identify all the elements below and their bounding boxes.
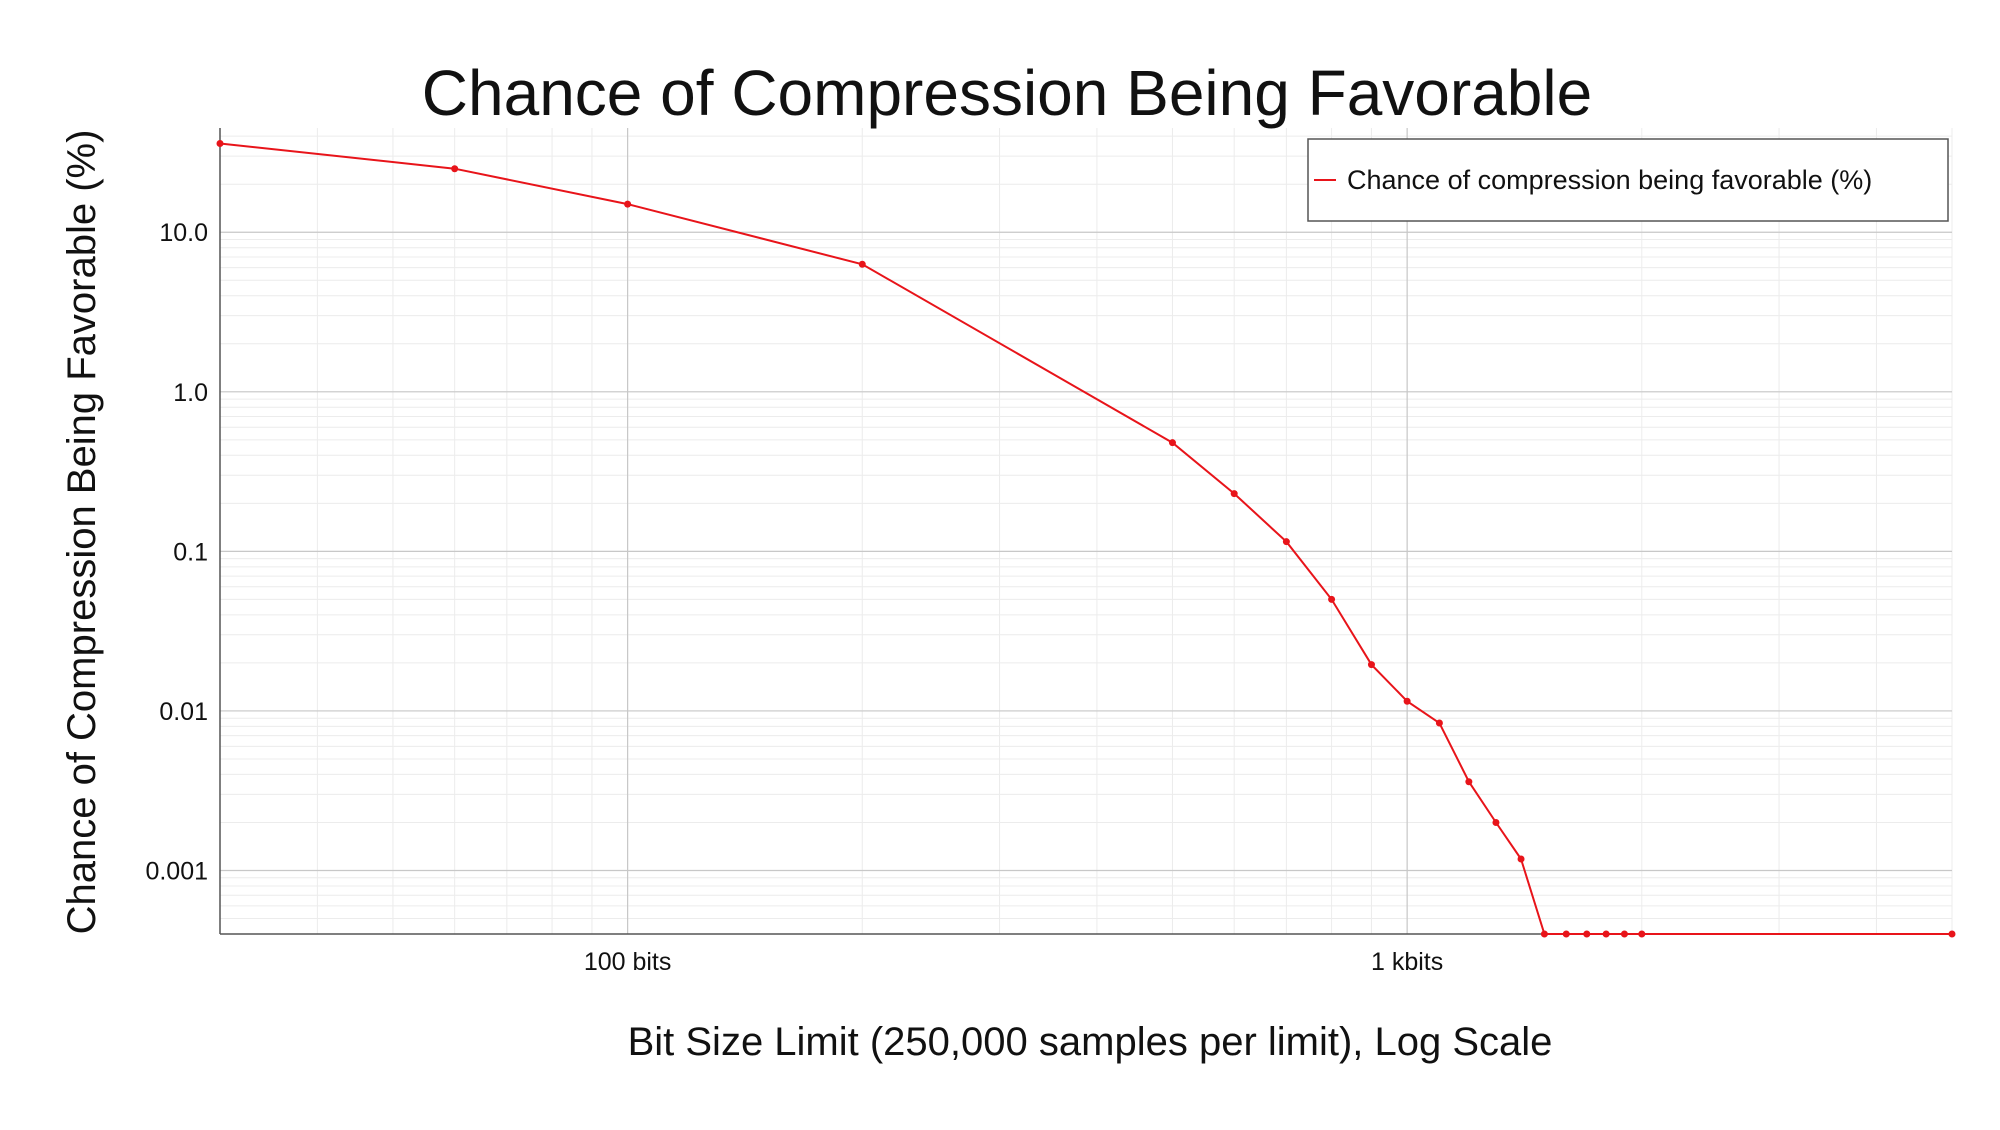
x-tick-label: 1 kbits [1371, 948, 1443, 976]
data-point [1168, 439, 1176, 447]
y-axis-label: Chance of Compression Being Favorable (%… [60, 130, 104, 935]
data-point [1403, 697, 1411, 705]
major-gridlines [220, 128, 1952, 934]
data-point [624, 200, 632, 208]
y-tick-label: 0.001 [145, 858, 208, 886]
x-axis-ticks: 100 bits 1 kbits [584, 948, 1443, 976]
data-point [1583, 930, 1591, 938]
data-point [1620, 930, 1628, 938]
data-point [216, 139, 224, 147]
chart-title: Chance of Compression Being Favorable [422, 57, 1592, 129]
data-point [1367, 661, 1375, 669]
data-point [1638, 930, 1646, 938]
y-tick-label: 0.01 [159, 698, 208, 726]
data-point [1492, 818, 1500, 826]
data-point [1435, 719, 1443, 727]
data-point [451, 165, 459, 173]
data-point [858, 260, 866, 268]
data-point [1328, 595, 1336, 603]
y-axis-ticks: 10.0 1.0 0.1 0.01 0.001 [145, 219, 208, 885]
series-line [219, 142, 1952, 935]
data-point [1562, 930, 1570, 938]
x-tick-label: 100 bits [584, 948, 672, 976]
series-group [216, 139, 1956, 938]
data-point [1602, 930, 1610, 938]
data-point [1282, 538, 1290, 546]
data-point [1465, 778, 1473, 786]
legend: Chance of compression being favorable (%… [1307, 138, 1949, 222]
y-tick-label: 10.0 [159, 219, 208, 247]
x-axis-label: Bit Size Limit (250,000 samples per limi… [628, 1020, 1553, 1064]
axes [219, 128, 1952, 935]
legend-box [1307, 138, 1949, 222]
data-point [1230, 490, 1238, 498]
data-point [1540, 930, 1548, 938]
data-point [1517, 855, 1525, 863]
legend-label: Chance of compression being favorable (%… [1347, 165, 1872, 195]
y-tick-label: 0.1 [173, 538, 208, 566]
data-point [1948, 930, 1956, 938]
y-tick-label: 1.0 [173, 379, 208, 407]
minor-gridlines [219, 128, 1953, 935]
